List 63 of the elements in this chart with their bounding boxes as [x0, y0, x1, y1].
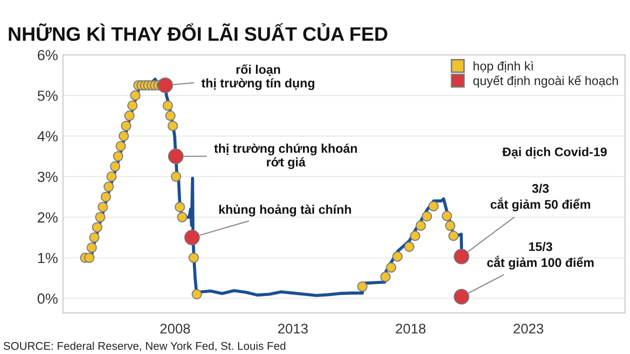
point: [104, 182, 114, 192]
chart-title: NHỮNG KÌ THAY ĐỔI LÃI SUẤT CỦA FED: [8, 23, 388, 41]
legend-label: quyết định ngoài kế hoạch: [473, 75, 618, 88]
point: [106, 171, 117, 182]
point: [357, 281, 368, 292]
annotation: khủng hoảng tài chính: [219, 204, 351, 216]
point: [98, 202, 108, 212]
point: [130, 90, 140, 101]
point: [86, 242, 97, 253]
point: [188, 252, 199, 263]
x-tick-label: 2013: [278, 324, 308, 334]
annotation: Đại dịch Covid-19: [502, 147, 607, 158]
annotation: rối loạn thị trường tín dụng: [202, 64, 314, 90]
point: [380, 272, 391, 282]
source-note: SOURCE: Federal Reserve, New York Fed, St. Louis Fed: [4, 342, 286, 352]
point: [89, 232, 100, 243]
x-tick-label: 2008: [160, 324, 190, 334]
y-tick-label: 5%: [38, 90, 58, 101]
point: [168, 120, 178, 132]
x-tick-label: 2023: [514, 324, 544, 334]
point: [454, 248, 470, 264]
annotation: thị trường chứng khoán rớt giá: [214, 144, 357, 170]
point: [177, 212, 188, 222]
y-tick-label: 2%: [38, 212, 58, 223]
legend-label: họp định kì: [474, 61, 534, 73]
y-tick-label: 1%: [38, 252, 58, 264]
point: [162, 100, 173, 111]
point: [120, 120, 132, 132]
annotation: 3/3 cắt giảm 50 điểm: [490, 184, 590, 212]
point: [168, 148, 184, 164]
point: [110, 161, 120, 172]
y-tick-label: 4%: [37, 131, 58, 142]
point: [454, 288, 470, 304]
point: [92, 222, 102, 232]
point: [157, 78, 173, 94]
point: [192, 289, 202, 300]
point: [124, 110, 135, 121]
point: [118, 130, 129, 142]
point: [95, 212, 106, 222]
point: [428, 201, 439, 212]
point: [422, 211, 432, 222]
annotation: 15/3 cắt giảm 100 điểm: [487, 242, 594, 270]
y-tick-label: 0%: [38, 293, 58, 304]
y-tick-label: 3%: [38, 172, 58, 182]
point: [392, 251, 403, 262]
point: [84, 252, 95, 263]
point: [445, 220, 456, 231]
point: [386, 262, 396, 273]
x-tick-label: 2018: [396, 324, 426, 334]
point: [170, 171, 182, 182]
point: [442, 210, 452, 222]
y-tick-label: 6%: [38, 50, 58, 60]
point: [165, 110, 176, 121]
point: [174, 202, 185, 212]
point: [404, 242, 414, 252]
point: [410, 230, 420, 241]
point: [116, 141, 126, 152]
point: [448, 230, 459, 241]
point: [127, 100, 138, 111]
point: [112, 151, 124, 162]
point: [100, 192, 112, 202]
point: [184, 230, 200, 246]
point: [416, 220, 426, 231]
